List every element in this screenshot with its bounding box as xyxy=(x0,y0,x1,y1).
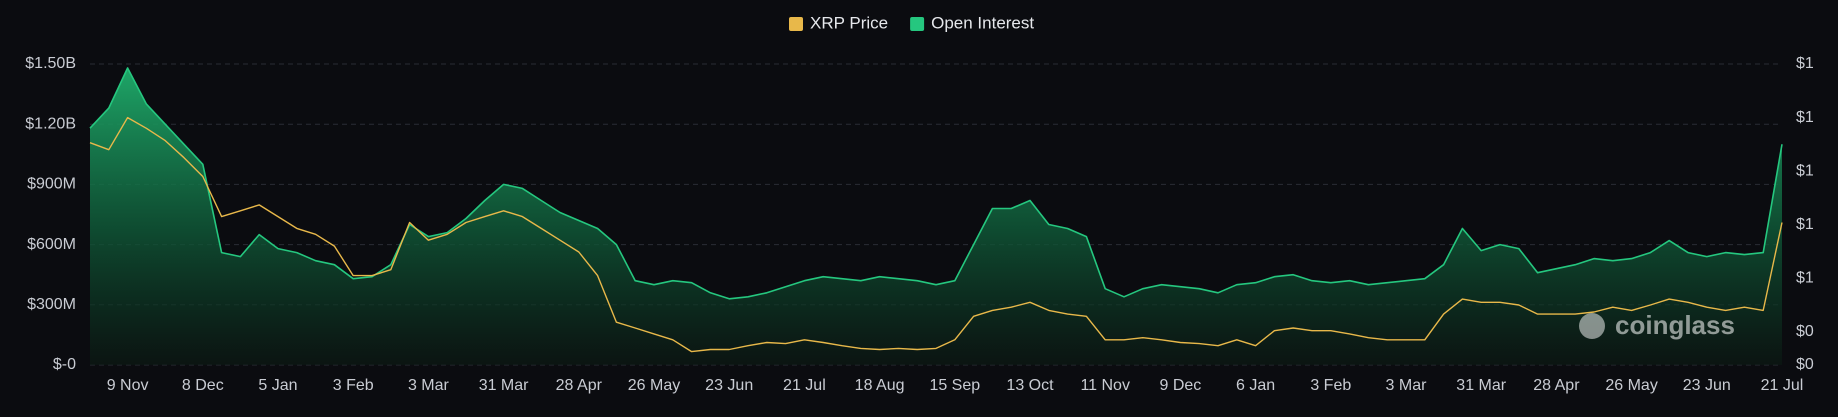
y2-tick-label: $1 xyxy=(1796,269,1814,286)
x-tick-label: 31 Mar xyxy=(479,377,529,394)
x-tick-label: 18 Aug xyxy=(855,377,905,394)
watermark-logo xyxy=(1579,313,1605,339)
x-tick-label: 15 Sep xyxy=(929,377,980,394)
legend-label: XRP Price xyxy=(810,13,888,32)
x-tick-label: 8 Dec xyxy=(182,377,224,394)
x-tick-label: 3 Feb xyxy=(1310,377,1351,394)
legend-swatch xyxy=(789,17,803,31)
x-tick-label: 11 Nov xyxy=(1080,377,1130,394)
y-tick-label: $-0 xyxy=(53,356,76,373)
plot xyxy=(89,67,1783,365)
watermark: coinglass xyxy=(1615,310,1735,340)
x-tick-label: 26 May xyxy=(1605,377,1657,394)
y2-tick-label: $1 xyxy=(1796,216,1814,233)
legend[interactable]: XRP Price Open Interest xyxy=(789,13,1034,32)
x-tick-label: 21 Jul xyxy=(1761,377,1804,394)
x-tick-label: 23 Jun xyxy=(705,377,753,394)
area xyxy=(90,68,1782,365)
line xyxy=(89,67,1783,300)
legend-swatch xyxy=(910,17,925,31)
y-tick-label: $600M xyxy=(27,236,76,253)
x-tick-label: 6 Jan xyxy=(1236,377,1275,394)
x-tick-label: 28 Apr xyxy=(556,377,603,394)
y-tick-label: $900M xyxy=(27,176,76,193)
x-tick-label: 5 Jan xyxy=(258,377,297,394)
line xyxy=(89,116,1783,353)
y2-tick-label: $1 xyxy=(1796,55,1814,72)
x-tick-label: 31 Mar xyxy=(1456,377,1506,394)
x-tick-label: 9 Nov xyxy=(107,377,149,394)
y-tick-label: $300M xyxy=(27,296,76,313)
y2-tick-label: $1 xyxy=(1796,109,1814,126)
y-tick-label: $1.50B xyxy=(25,55,76,72)
x-tick-label: 28 Apr xyxy=(1533,377,1580,394)
x-tick-label: 23 Jun xyxy=(1683,377,1731,394)
x-tick-label: 3 Mar xyxy=(1386,377,1428,394)
x-tick-label: 13 Oct xyxy=(1006,377,1054,394)
y-tick-label: $1.20B xyxy=(25,115,76,132)
y2-tick-label: $1 xyxy=(1796,162,1814,179)
x-tick-label: 26 May xyxy=(628,377,680,394)
x-tick-label: 21 Jul xyxy=(783,377,826,394)
y2-tick-label: $0 xyxy=(1796,323,1814,340)
y2-tick-label: $0 xyxy=(1796,356,1814,373)
labels: $-0 $300M $600M $900M $1.20B $1.50B $0 $0 $1 $1 $1… xyxy=(25,55,1814,394)
x-tick-label: 3 Feb xyxy=(333,377,374,394)
legend-label: Open Interest xyxy=(931,13,1034,32)
x-tick-label: 3 Mar xyxy=(408,377,450,394)
x-tick-label: 9 Dec xyxy=(1160,377,1202,394)
